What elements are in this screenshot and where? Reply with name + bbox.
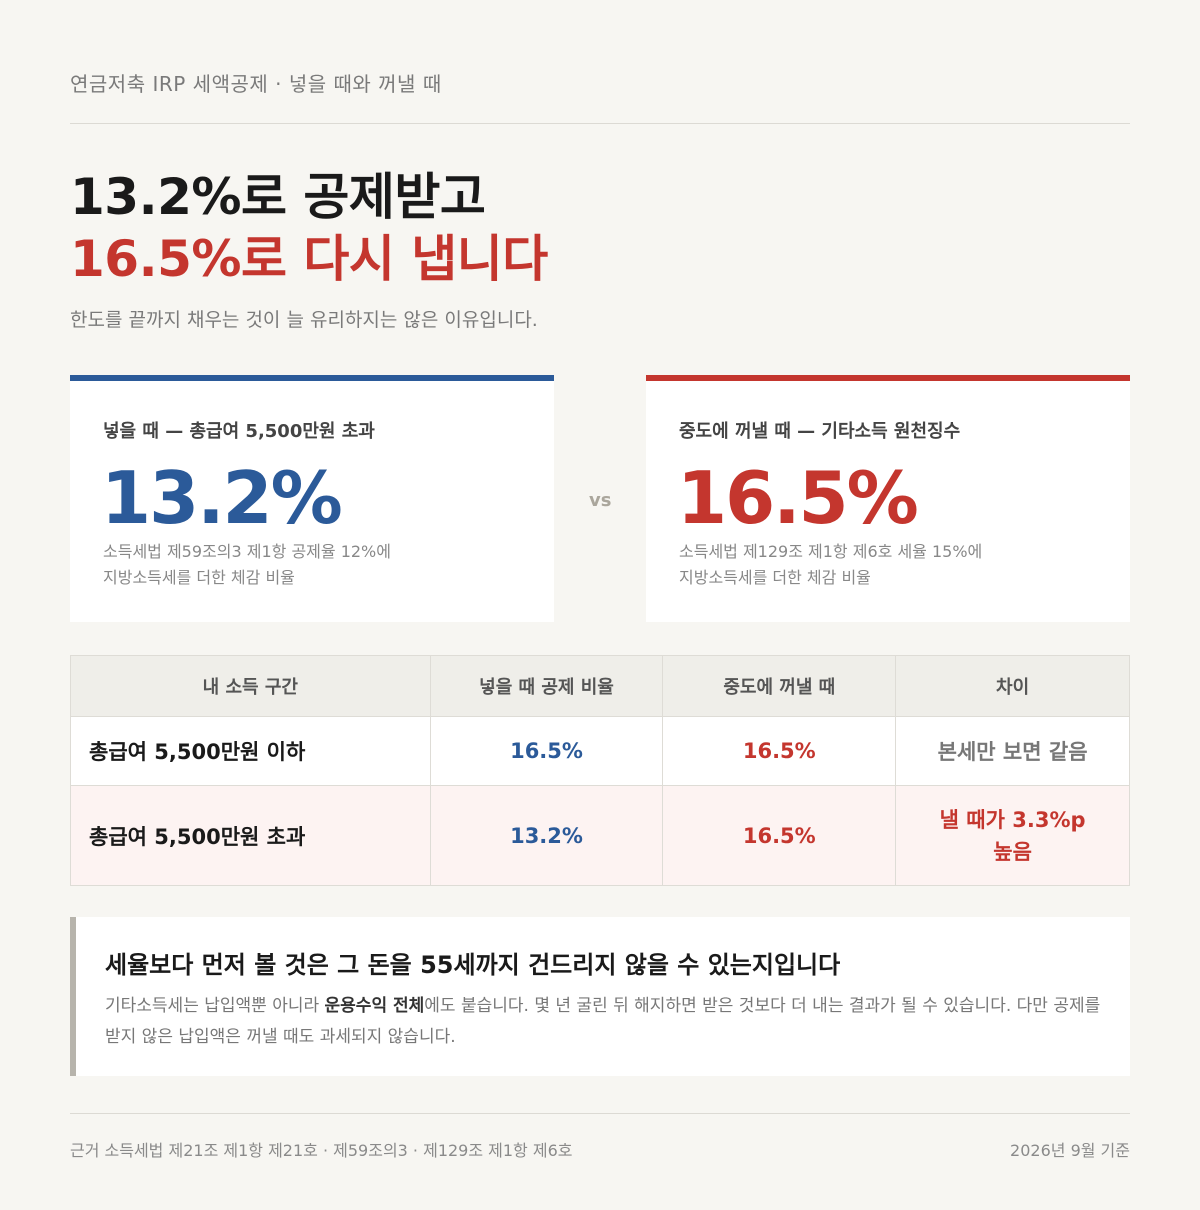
callout-title: 세율보다 먼저 볼 것은 그 돈을 55세까지 건드리지 않을 수 있는지입니다 [105,951,841,979]
callout-body-post: 에도 붙습니다. 몇 년 굴린 뒤 해지하면 받은 것보다 더 내는 결과가 될… [105,996,1101,1047]
table-row: 총급여 5,500만원 이하 16.5% 16.5% 본세만 보면 같음 [70,716,1130,786]
header-deposit-rate: 넣을 때 공제 비율 [429,655,664,717]
cell-difference: 낼 때가 3.3%p 높음 [895,785,1130,886]
table-header-row: 내 소득 구간 넣을 때 공제 비율 중도에 꺼낼 때 차이 [70,655,1130,717]
cell-difference-line-1: 낼 때가 3.3%p [939,807,1086,832]
cell-withdraw-rate: 16.5% [662,785,897,886]
vs-label: vs [589,490,612,511]
card-withdraw-label: 중도에 꺼낼 때 — 기타소득 원천징수 [679,421,961,442]
card-withdraw-note-line-2: 지방소득세를 더한 체감 비율 [679,568,871,587]
cell-income-band: 총급여 5,500만원 이하 [70,716,431,786]
cell-difference: 본세만 보면 같음 [895,716,1130,786]
header-difference: 차이 [895,655,1130,717]
card-deposit-note: 소득세법 제59조의3 제1항 공제율 12%에 지방소득세를 더한 체감 비율 [103,539,391,591]
cell-deposit-rate: 13.2% [429,785,664,886]
header-income-band: 내 소득 구간 [70,655,431,717]
callout-body: 기타소득세는 납입액뿐 아니라 운용수익 전체에도 붙습니다. 몇 년 굴린 뒤… [105,991,1105,1053]
table-row: 총급여 5,500만원 초과 13.2% 16.5% 낼 때가 3.3%p 높음 [70,785,1130,886]
cell-income-band: 총급여 5,500만원 초과 [70,785,431,886]
cell-deposit-rate: 16.5% [429,716,664,786]
cell-withdraw-rate: 16.5% [662,716,897,786]
cell-difference-line-2: 높음 [993,839,1032,864]
footer-source: 근거 소득세법 제21조 제1항 제21호 · 제59조의3 · 제129조 제… [70,1141,573,1160]
footer-date: 2026년 9월 기준 [1010,1141,1130,1160]
card-deposit-note-line-2: 지방소득세를 더한 체감 비율 [103,568,295,587]
headline-line-1: 13.2%로 공제받고 [70,168,486,226]
card-deposit: 넣을 때 — 총급여 5,500만원 초과 13.2% 소득세법 제59조의3 … [70,375,554,622]
header-withdraw-rate: 중도에 꺼낼 때 [662,655,897,717]
card-deposit-note-line-1: 소득세법 제59조의3 제1항 공제율 12%에 [103,542,391,561]
card-withdraw-note: 소득세법 제129조 제1항 제6호 세율 15%에 지방소득세를 더한 체감 … [679,539,982,591]
card-deposit-label: 넣을 때 — 총급여 5,500만원 초과 [103,421,375,442]
top-divider [70,123,1130,124]
card-withdraw-rate: 16.5% [677,456,919,540]
headline-line-2: 16.5%로 다시 냅니다 [70,230,548,288]
subhead: 한도를 끝까지 채우는 것이 늘 유리하지는 않은 이유입니다. [70,309,538,331]
card-deposit-rate: 13.2% [101,456,343,540]
comparison-table: 내 소득 구간 넣을 때 공제 비율 중도에 꺼낼 때 차이 총급여 5,500… [70,655,1130,886]
bottom-divider [70,1113,1130,1114]
card-withdraw-note-line-1: 소득세법 제129조 제1항 제6호 세율 15%에 [679,542,983,561]
callout-box: 세율보다 먼저 볼 것은 그 돈을 55세까지 건드리지 않을 수 있는지입니다… [70,917,1130,1076]
callout-body-emphasis: 운용수익 전체 [324,996,425,1016]
card-withdraw: 중도에 꺼낼 때 — 기타소득 원천징수 16.5% 소득세법 제129조 제1… [646,375,1130,622]
headline: 13.2%로 공제받고 16.5%로 다시 냅니다 [70,166,548,290]
kicker: 연금저축 IRP 세액공제 · 넣을 때와 꺼낼 때 [70,72,442,96]
callout-body-pre: 기타소득세는 납입액뿐 아니라 [105,996,325,1016]
